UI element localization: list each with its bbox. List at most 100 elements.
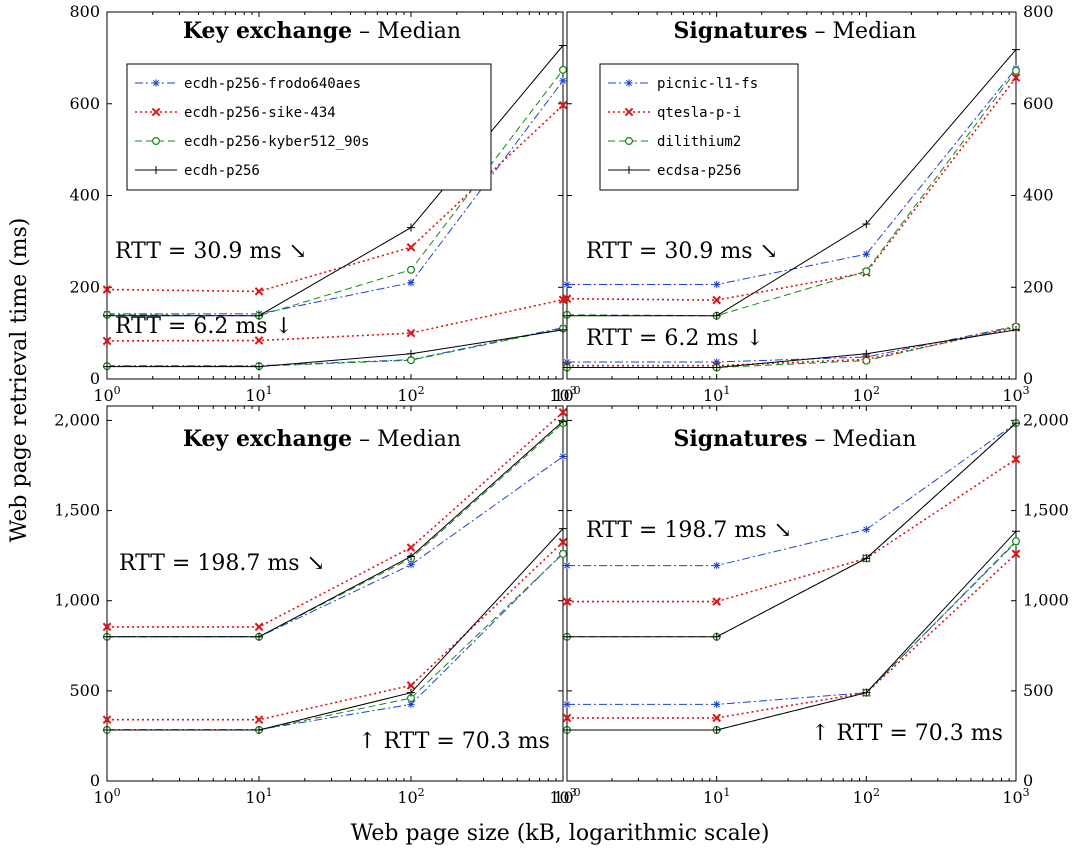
rtt-annotation: RTT = 6.2 ms ↓	[115, 314, 293, 339]
legend-label: dilithium2	[657, 134, 741, 150]
panel-title: Signatures – Median	[674, 18, 917, 44]
data-point	[103, 725, 111, 734]
legend-marker	[624, 107, 634, 117]
legend-marker	[625, 79, 633, 87]
data-point	[1011, 66, 1020, 75]
series-line	[107, 528, 564, 731]
y-tick-label: 800	[69, 2, 100, 21]
rtt-annotation: RTT = 198.7 ms ↘	[586, 518, 792, 543]
data-point	[103, 632, 111, 641]
data-point	[862, 356, 871, 365]
series-line	[567, 530, 1017, 731]
rtt-annotation: RTT = 30.9 ms ↘	[586, 239, 778, 264]
data-point	[102, 622, 112, 632]
y-tick-label: 1,500	[54, 501, 100, 520]
data-point	[862, 267, 871, 276]
data-point	[1012, 45, 1020, 54]
x-tick-label: 101	[703, 384, 730, 405]
series-ecdsa-p256-rtt-6.2ms	[563, 325, 1020, 372]
data-point	[255, 725, 263, 734]
data-point	[406, 543, 416, 552]
series-line	[107, 411, 564, 628]
data-point	[559, 41, 567, 50]
data-point	[563, 280, 571, 289]
data-point	[862, 219, 871, 228]
data-point	[559, 325, 567, 334]
plot-frame	[566, 405, 1017, 782]
y-tick-label: 200	[69, 277, 100, 296]
data-point	[255, 311, 263, 320]
data-point	[407, 700, 415, 708]
y-tick-label: 0	[1023, 771, 1033, 790]
data-point	[255, 632, 263, 641]
x-tick-label: 102	[853, 786, 880, 807]
data-point	[558, 408, 568, 417]
y-tick-label: 0	[1023, 369, 1033, 388]
data-point	[255, 362, 263, 371]
data-point	[254, 287, 264, 296]
legend-label: picnic-l1-fs	[657, 76, 758, 92]
rtt-annotation: ↑ RTT = 70.3 ms	[358, 729, 550, 754]
series-line	[567, 553, 1017, 719]
y-tick-label: 0	[90, 771, 100, 790]
legend-marker	[151, 107, 161, 117]
data-point	[559, 77, 567, 85]
data-point	[102, 715, 112, 725]
data-point	[563, 700, 571, 708]
y-tick-label: 1,500	[1023, 501, 1069, 520]
y-tick-label: 500	[1023, 681, 1054, 700]
data-point	[563, 358, 571, 366]
series-qtesla-p-i-rtt-70.3ms	[562, 549, 1021, 723]
series-line	[107, 541, 564, 721]
data-point	[1011, 454, 1021, 464]
y-tick-label: 1,000	[1023, 591, 1069, 610]
series-line	[567, 49, 1017, 317]
data-point	[862, 349, 871, 358]
data-point	[254, 336, 264, 345]
y-tick-label: 600	[1023, 94, 1054, 113]
series-ecdh-p256-sike-434-rtt-70.3ms	[102, 537, 568, 725]
x-tick-label: 101	[245, 786, 272, 807]
series-line	[567, 329, 1017, 368]
data-point	[1011, 549, 1021, 559]
data-point	[713, 280, 721, 289]
x-tick-label: 101	[245, 384, 272, 405]
data-point	[862, 525, 870, 534]
data-point	[558, 100, 568, 110]
data-point	[563, 725, 571, 734]
data-point	[1012, 419, 1020, 428]
series-line	[106, 298, 564, 342]
data-point	[713, 358, 721, 366]
series-line	[107, 329, 564, 368]
series-ecdh-p256-frodo640aes-rtt-70.3ms	[103, 549, 567, 734]
series-ecdsa-p256-rtt-70.3ms	[563, 527, 1020, 734]
data-point	[562, 294, 572, 304]
y-tick-label: 600	[69, 94, 100, 113]
data-point	[103, 362, 111, 371]
data-point	[712, 363, 721, 372]
rtt-annotation: RTT = 30.9 ms ↘	[115, 239, 307, 264]
data-point	[406, 328, 416, 338]
data-point	[406, 681, 416, 690]
data-point	[563, 632, 571, 641]
rtt-annotation: RTT = 198.7 ms ↘	[119, 551, 325, 576]
data-point	[563, 311, 571, 320]
data-point	[1011, 73, 1021, 82]
series-ecdh-p256-kyber512_90s-rtt-70.3ms	[102, 549, 567, 734]
y-tick-label: 0	[90, 369, 100, 388]
data-point	[407, 223, 415, 232]
legend: ecdh-p256-frodo640aes ecdh-p256-sike-434 e…	[126, 63, 492, 191]
x-tick-label: 100	[553, 384, 580, 405]
rtt-annotation: ↑ RTT = 70.3 ms	[811, 721, 1003, 746]
legend-box	[126, 63, 492, 191]
x-axis-label: Web page size (kB, logarithmic scale)	[351, 821, 770, 846]
series-line	[567, 540, 1017, 731]
data-point	[407, 279, 415, 287]
panel-title: Signatures – Median	[674, 426, 917, 452]
y-tick-label: 400	[1023, 186, 1054, 205]
data-point	[1011, 537, 1020, 546]
legend-label: ecdh-p256-sike-434	[184, 105, 336, 121]
data-point	[563, 363, 571, 372]
legend: picnic-l1-fs qtesla-p-i dilithium2 ecdsa-p2…	[599, 63, 799, 191]
data-point	[862, 250, 870, 258]
